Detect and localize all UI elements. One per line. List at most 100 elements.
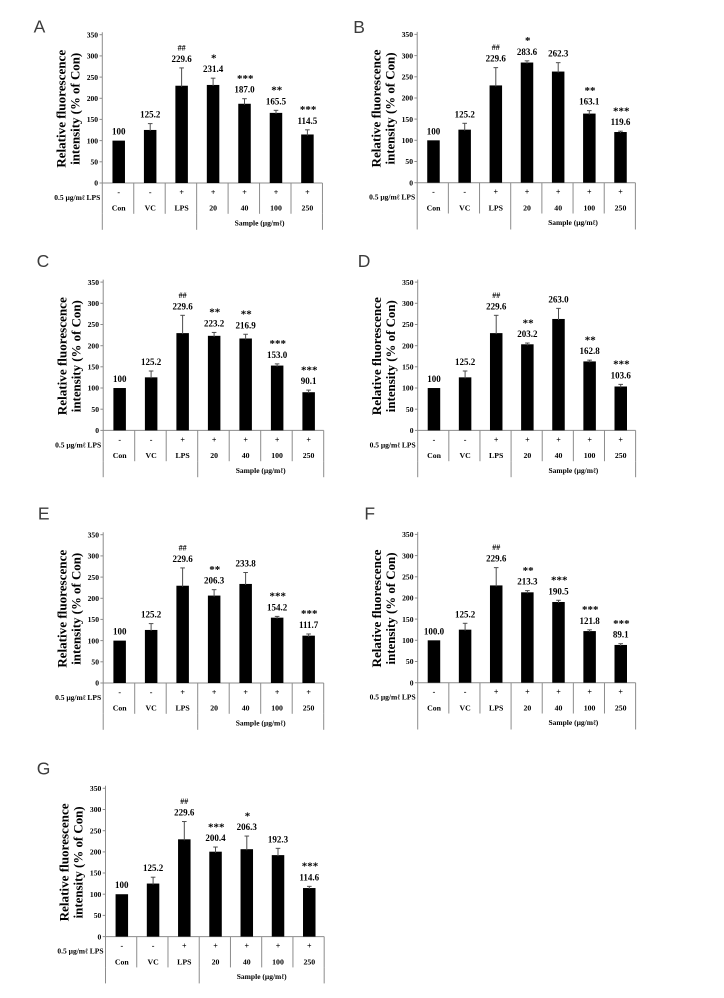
svg-text:intensity (% of Con): intensity (% of Con) [384, 300, 398, 412]
svg-text:20: 20 [524, 703, 532, 712]
svg-text:intensity (% of Con): intensity (% of Con) [69, 553, 83, 665]
svg-text:100: 100 [272, 957, 284, 966]
svg-text:0: 0 [95, 426, 99, 435]
svg-text:200: 200 [88, 594, 100, 603]
svg-text:F: F [364, 504, 375, 524]
svg-text:206.3: 206.3 [237, 822, 258, 832]
svg-text:E: E [38, 504, 50, 524]
svg-text:350: 350 [402, 530, 414, 539]
svg-text:Sample (µg/mℓ): Sample (µg/mℓ) [236, 466, 286, 475]
svg-text:229.6: 229.6 [174, 808, 195, 818]
svg-text:Con: Con [115, 957, 130, 966]
svg-text:*: * [211, 52, 217, 64]
svg-text:100: 100 [115, 880, 129, 890]
svg-text:100: 100 [402, 136, 414, 145]
svg-text:50: 50 [91, 658, 99, 667]
svg-text:300: 300 [90, 805, 102, 814]
svg-text:LPS: LPS [175, 451, 189, 460]
svg-text:229.6: 229.6 [486, 54, 507, 64]
svg-text:LPS: LPS [174, 204, 188, 213]
svg-text:VC: VC [145, 704, 157, 713]
svg-text:100: 100 [90, 890, 102, 899]
svg-text:+: + [306, 435, 311, 444]
svg-text:0: 0 [410, 678, 414, 687]
svg-text:Relative fluorescence: Relative fluorescence [58, 803, 72, 921]
svg-text:262.3: 262.3 [548, 49, 569, 59]
svg-text:Relative fluorescence: Relative fluorescence [55, 297, 69, 415]
svg-text:200: 200 [402, 94, 414, 103]
svg-text:G: G [37, 759, 51, 779]
svg-text:150: 150 [88, 615, 100, 624]
svg-text:+: + [182, 942, 187, 951]
svg-text:0: 0 [94, 179, 98, 188]
svg-text:223.2: 223.2 [204, 318, 225, 328]
svg-text:20: 20 [524, 451, 532, 460]
svg-text:+: + [494, 688, 499, 697]
svg-text:+: + [494, 188, 499, 197]
svg-text:-: - [120, 942, 123, 951]
svg-text:250: 250 [303, 957, 315, 966]
svg-text:250: 250 [402, 320, 414, 329]
svg-text:231.4: 231.4 [203, 64, 224, 74]
svg-text:100: 100 [112, 127, 126, 137]
svg-text:Sample (µg/mℓ): Sample (µg/mℓ) [235, 219, 285, 228]
svg-text:+: + [180, 688, 185, 697]
svg-text:-: - [118, 435, 121, 444]
svg-text:Relative fluorescence: Relative fluorescence [370, 297, 384, 415]
svg-text:D: D [358, 251, 371, 271]
svg-text:100: 100 [271, 704, 283, 713]
svg-text:LPS: LPS [489, 203, 503, 212]
svg-text:150: 150 [88, 363, 100, 372]
svg-text:0: 0 [98, 932, 102, 941]
svg-text:300: 300 [402, 551, 414, 560]
svg-text:187.0: 187.0 [234, 85, 255, 95]
svg-text:intensity (% of Con): intensity (% of Con) [384, 553, 398, 665]
svg-text:121.8: 121.8 [579, 616, 600, 626]
svg-text:162.8: 162.8 [579, 346, 600, 356]
svg-text:-: - [150, 688, 153, 697]
svg-text:0.5 µg/mℓ LPS: 0.5 µg/mℓ LPS [57, 947, 103, 956]
svg-text:VC: VC [459, 203, 471, 212]
svg-text:154.2: 154.2 [267, 602, 288, 612]
svg-text:100: 100 [87, 136, 99, 145]
svg-text:##: ## [178, 44, 186, 53]
svg-text:***: *** [613, 359, 630, 371]
svg-text:0: 0 [410, 426, 414, 435]
svg-text:200: 200 [90, 848, 102, 857]
svg-text:0.5 µg/mℓ LPS: 0.5 µg/mℓ LPS [55, 693, 101, 702]
svg-text:LPS: LPS [489, 703, 503, 712]
svg-text:0.5 µg/mℓ LPS: 0.5 µg/mℓ LPS [54, 193, 100, 202]
svg-text:-: - [464, 435, 467, 444]
svg-text:-: - [117, 188, 120, 197]
svg-text:300: 300 [87, 52, 99, 61]
svg-text:Sample (µg/mℓ): Sample (µg/mℓ) [548, 718, 598, 727]
svg-text:40: 40 [555, 451, 563, 460]
svg-text:##: ## [179, 544, 187, 553]
svg-text:190.5: 190.5 [548, 586, 569, 596]
svg-text:+: + [556, 688, 561, 697]
svg-text:125.2: 125.2 [141, 357, 162, 367]
svg-text:+: + [494, 435, 499, 444]
svg-text:##: ## [492, 543, 500, 552]
svg-text:350: 350 [402, 278, 414, 287]
svg-text:250: 250 [87, 73, 99, 82]
svg-text:-: - [150, 435, 153, 444]
svg-text:263.0: 263.0 [548, 294, 569, 304]
svg-text:100: 100 [402, 636, 414, 645]
svg-text:250: 250 [88, 573, 100, 582]
svg-text:Con: Con [112, 204, 127, 213]
svg-text:VC: VC [147, 957, 159, 966]
svg-text:40: 40 [555, 703, 563, 712]
svg-text:100: 100 [88, 636, 100, 645]
svg-text:20: 20 [212, 957, 220, 966]
svg-text:165.5: 165.5 [266, 96, 287, 106]
svg-text:+: + [275, 688, 280, 697]
svg-text:+: + [525, 188, 530, 197]
svg-text:50: 50 [94, 911, 102, 920]
svg-text:***: *** [613, 105, 630, 117]
svg-text:Sample (µg/mℓ): Sample (µg/mℓ) [236, 719, 286, 728]
svg-text:50: 50 [405, 157, 413, 166]
svg-text:0.5 µg/mℓ LPS: 0.5 µg/mℓ LPS [370, 693, 416, 702]
svg-text:+: + [276, 942, 281, 951]
svg-text:##: ## [492, 291, 500, 300]
